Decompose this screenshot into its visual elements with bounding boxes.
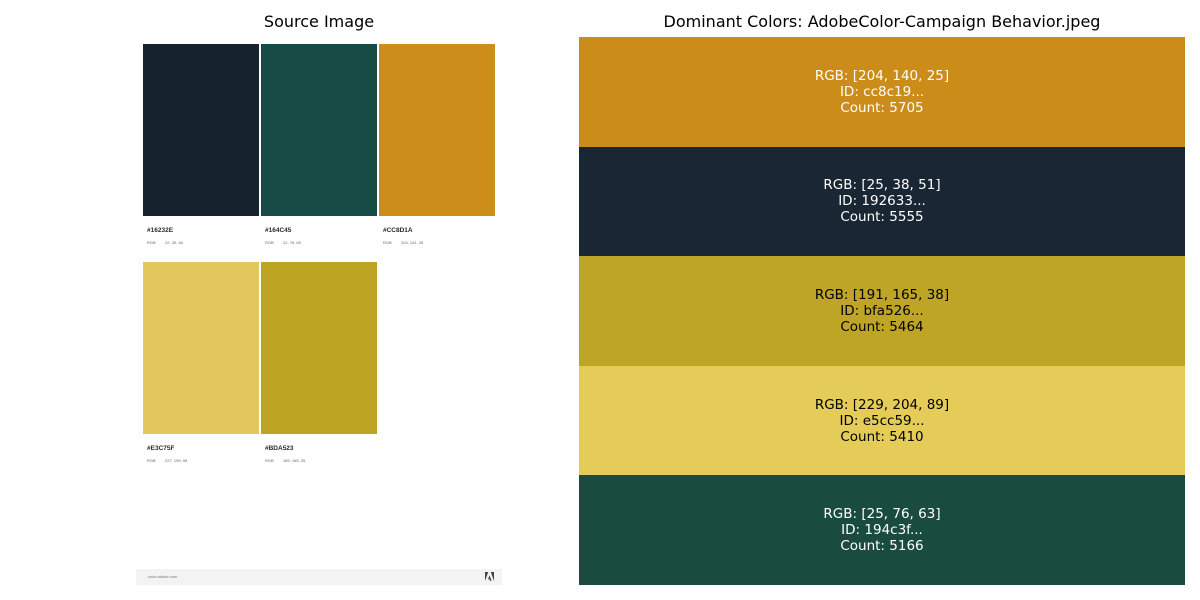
dominant-color-1-count: Count: 5705 xyxy=(840,99,924,116)
swatch-1-rgb: RGB 22, 35, 46 xyxy=(147,240,183,245)
swatch-2-hex: #164C45 xyxy=(265,227,292,234)
swatch-5-rgb-value: 189, 165, 35 xyxy=(283,458,306,463)
dominant-color-5-id: ID: 194c3f... xyxy=(841,522,923,539)
swatch-4 xyxy=(143,262,259,434)
swatch-1 xyxy=(143,44,259,216)
footer-url: color.adobe.com xyxy=(148,574,178,579)
swatch-3-rgb-value: 204, 141, 26 xyxy=(401,240,424,245)
dominant-color-3: RGB: [191, 165, 38] ID: bfa526... Count:… xyxy=(579,256,1185,366)
dominant-color-2: RGB: [25, 38, 51] ID: 192633... Count: 5… xyxy=(579,146,1185,257)
adobe-logo-icon xyxy=(485,572,494,581)
swatch-2 xyxy=(261,44,377,216)
dominant-color-1: RGB: [204, 140, 25] ID: cc8c19... Count:… xyxy=(579,37,1185,147)
swatch-3-hex: #CC8D1A xyxy=(383,227,413,234)
swatch-2-rgb: RGB 22, 76, 69 xyxy=(265,240,301,245)
swatch-3-rgb-key: RGB xyxy=(383,240,392,245)
swatch-1-rgb-key: RGB xyxy=(147,240,156,245)
dominant-color-5-rgb: RGB: [25, 76, 63] xyxy=(823,506,941,523)
dominant-color-1-rgb: RGB: [204, 140, 25] xyxy=(814,67,950,84)
dominant-color-5: RGB: [25, 76, 63] ID: 194c3f... Count: 5… xyxy=(579,475,1185,585)
swatch-4-hex: #E3C75F xyxy=(147,445,175,452)
swatch-5-rgb-key: RGB xyxy=(265,458,274,463)
swatch-3 xyxy=(379,44,495,216)
swatch-2-rgb-value: 22, 76, 69 xyxy=(283,240,301,245)
dominant-color-3-id: ID: bfa526... xyxy=(840,302,924,319)
swatch-5 xyxy=(261,262,377,434)
dominant-color-5-count: Count: 5166 xyxy=(840,538,924,555)
swatch-3-rgb: RGB 204, 141, 26 xyxy=(383,240,423,245)
source-footer: color.adobe.com xyxy=(136,569,502,585)
dominant-color-4-count: Count: 5410 xyxy=(840,428,924,445)
swatch-1-rgb-value: 22, 35, 46 xyxy=(165,240,183,245)
source-image: #16232E RGB 22, 35, 46 #164C45 RGB 22, 76,… xyxy=(136,37,502,585)
dominant-color-2-count: Count: 5555 xyxy=(840,209,924,226)
dominant-color-4: RGB: [229, 204, 89] ID: e5cc59... Count:… xyxy=(579,365,1185,476)
swatch-2-rgb-key: RGB xyxy=(265,240,274,245)
source-image-title: Source Image xyxy=(263,12,375,31)
swatch-4-rgb-value: 227, 199, 95 xyxy=(165,458,188,463)
dominant-color-2-rgb: RGB: [25, 38, 51] xyxy=(823,177,941,194)
swatch-4-rgb-key: RGB xyxy=(147,458,156,463)
dominant-colors-panel: RGB: [204, 140, 25] ID: cc8c19... Count:… xyxy=(579,37,1185,585)
dominant-colors-title: Dominant Colors: AdobeColor-Campaign Beh… xyxy=(663,12,1101,31)
dominant-color-4-rgb: RGB: [229, 204, 89] xyxy=(814,396,950,413)
dominant-color-4-id: ID: e5cc59... xyxy=(839,412,925,429)
swatch-1-hex: #16232E xyxy=(147,227,174,234)
dominant-color-3-count: Count: 5464 xyxy=(840,318,924,335)
swatch-5-hex: #BDA523 xyxy=(265,445,294,452)
swatch-4-rgb: RGB 227, 199, 95 xyxy=(147,458,187,463)
dominant-color-2-id: ID: 192633... xyxy=(838,193,926,210)
dominant-color-3-rgb: RGB: [191, 165, 38] xyxy=(814,286,950,303)
swatch-5-rgb: RGB 189, 165, 35 xyxy=(265,458,305,463)
dominant-color-1-id: ID: cc8c19... xyxy=(839,83,925,100)
